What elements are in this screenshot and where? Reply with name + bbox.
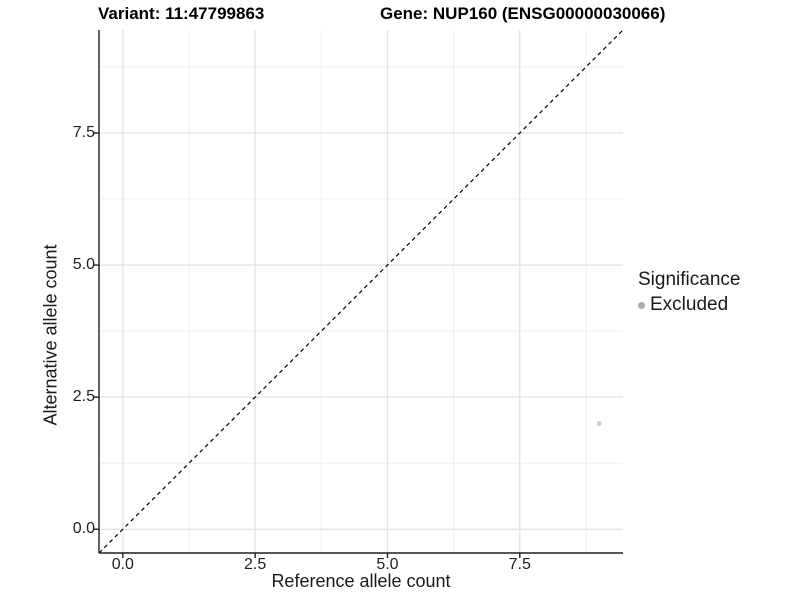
plot-title-variant: Variant: 11:47799863 bbox=[98, 4, 265, 23]
x-axis-title: Reference allele count bbox=[271, 571, 451, 591]
x-tick-label: 2.5 bbox=[244, 556, 267, 573]
y-tick-label: 2.5 bbox=[72, 388, 95, 406]
x-tick-label: 0.0 bbox=[111, 556, 134, 573]
legend-entry-label: Excluded bbox=[650, 294, 729, 315]
legend: Significance Excluded bbox=[638, 269, 740, 316]
x-tick-label: 5.0 bbox=[376, 556, 399, 573]
x-tick-label: 7.5 bbox=[508, 556, 531, 573]
data-point-excluded bbox=[596, 421, 602, 426]
y-tick-label: 5.0 bbox=[72, 256, 95, 274]
y-tick-label: 0.0 bbox=[72, 520, 95, 538]
legend-title: Significance bbox=[638, 269, 741, 290]
y-axis-title: Alternative allele count bbox=[40, 244, 61, 426]
plot-title-gene: Gene: NUP160 (ENSG00000030066) bbox=[380, 4, 666, 23]
legend-entry-excluded: Excluded bbox=[638, 294, 740, 316]
identity-reference-line bbox=[98, 29, 624, 554]
y-tick-label: 7.5 bbox=[72, 124, 95, 141]
legend-point-icon bbox=[638, 301, 645, 309]
